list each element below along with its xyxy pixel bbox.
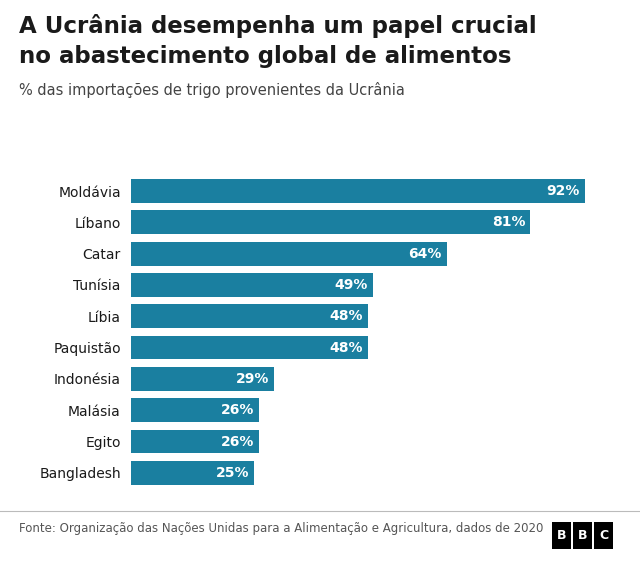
Bar [131, 179, 584, 203]
Text: C: C [599, 529, 608, 542]
Text: B: B [557, 529, 566, 542]
Bar [131, 242, 447, 266]
Bar [131, 429, 259, 454]
Bar [131, 336, 368, 359]
Bar [131, 461, 254, 485]
Text: 26%: 26% [221, 434, 254, 449]
Text: 26%: 26% [221, 403, 254, 417]
Text: 25%: 25% [216, 466, 250, 480]
Text: 81%: 81% [492, 215, 525, 229]
Text: 49%: 49% [334, 278, 368, 292]
Text: 29%: 29% [236, 372, 269, 386]
Bar [131, 210, 531, 234]
Text: 92%: 92% [547, 184, 580, 198]
Text: no abastecimento global de alimentos: no abastecimento global de alimentos [19, 45, 512, 68]
Text: A Ucrânia desempenha um papel crucial: A Ucrânia desempenha um papel crucial [19, 14, 537, 38]
Bar [131, 367, 274, 391]
Text: B: B [578, 529, 587, 542]
Text: Fonte: Organização das Nações Unidas para a Alimentação e Agricultura, dados de : Fonte: Organização das Nações Unidas par… [19, 521, 543, 535]
Text: 48%: 48% [330, 309, 363, 323]
Text: 64%: 64% [408, 247, 442, 260]
Bar [131, 305, 368, 328]
Text: 48%: 48% [330, 341, 363, 355]
Text: % das importações de trigo provenientes da Ucrânia: % das importações de trigo provenientes … [19, 82, 405, 98]
Bar [131, 398, 259, 422]
Bar [131, 273, 372, 297]
